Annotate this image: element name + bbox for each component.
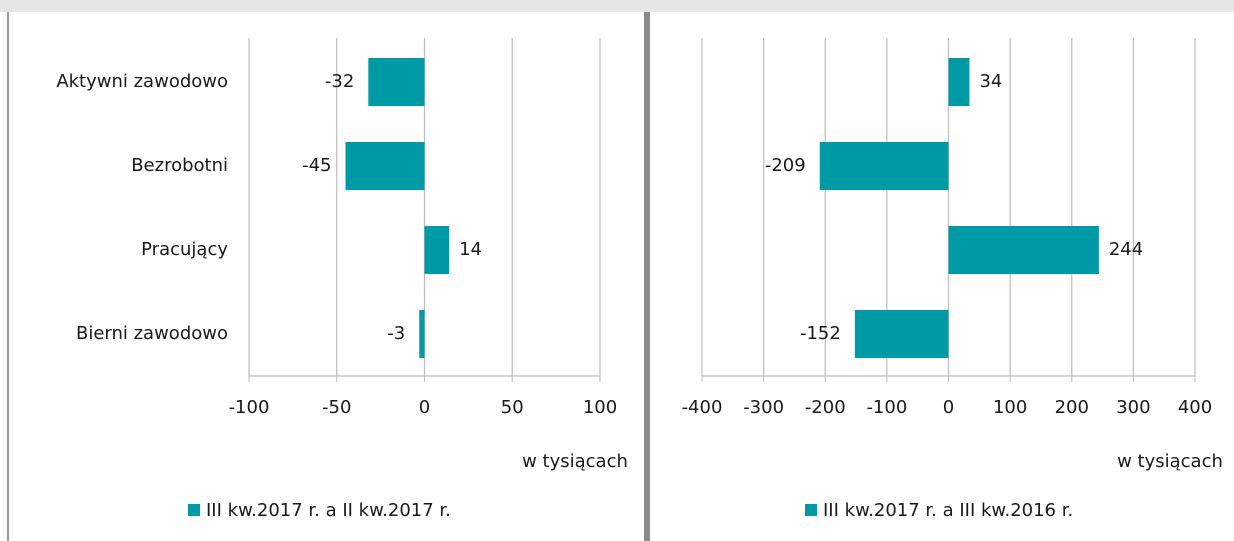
data-label: 34 <box>979 71 1002 92</box>
x-tick-label: 200 <box>1055 397 1089 418</box>
data-label: 14 <box>459 239 482 260</box>
bar <box>948 58 970 106</box>
x-tick-label: 0 <box>943 397 954 418</box>
data-label: -209 <box>765 155 806 176</box>
x-tick-label: -50 <box>322 397 351 418</box>
data-label: 244 <box>1109 239 1143 260</box>
x-tick-label: 0 <box>419 397 430 418</box>
x-tick-label: 50 <box>501 397 524 418</box>
divider <box>644 12 650 541</box>
x-tick-label: -200 <box>805 397 846 418</box>
x-tick-label: -100 <box>229 397 270 418</box>
bar <box>368 58 425 106</box>
x-tick-label: 100 <box>583 397 617 418</box>
x-tick-label: 100 <box>993 397 1027 418</box>
bar <box>854 310 949 358</box>
x-tick-label: 400 <box>1178 397 1212 418</box>
legend-swatch <box>188 504 200 516</box>
data-label: -3 <box>387 323 405 344</box>
x-tick-label: -400 <box>682 397 723 418</box>
legend-swatch <box>805 504 817 516</box>
bar <box>345 142 425 190</box>
y-tick-label: Aktywni zawodowo <box>56 71 228 92</box>
x-tick-label: 300 <box>1116 397 1150 418</box>
bar <box>819 142 949 190</box>
x-axis-label: w tysiącach <box>1117 451 1223 472</box>
bar <box>424 226 450 274</box>
legend-label: III kw.2017 r. a III kw.2016 r. <box>823 500 1073 521</box>
x-tick-label: -300 <box>743 397 784 418</box>
legend-label: III kw.2017 r. a II kw.2017 r. <box>206 500 451 521</box>
y-tick-label: Bezrobotni <box>131 155 228 176</box>
bar <box>948 226 1099 274</box>
y-tick-label: Bierni zawodowo <box>76 323 228 344</box>
data-label: -45 <box>302 155 331 176</box>
bar <box>419 310 425 358</box>
x-tick-label: -100 <box>866 397 907 418</box>
top-strip <box>0 0 1234 12</box>
data-label: -32 <box>325 71 354 92</box>
data-label: -152 <box>800 323 841 344</box>
y-tick-label: Pracujący <box>141 239 228 260</box>
x-axis-label: w tysiącach <box>522 451 628 472</box>
